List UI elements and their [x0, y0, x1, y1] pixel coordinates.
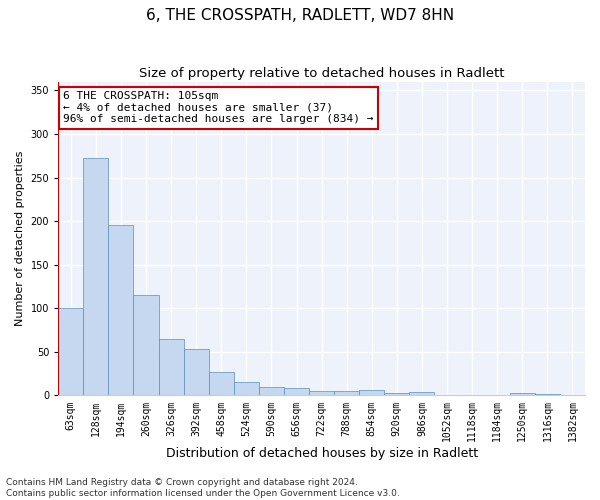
Title: Size of property relative to detached houses in Radlett: Size of property relative to detached ho… [139, 68, 505, 80]
Text: 6, THE CROSSPATH, RADLETT, WD7 8HN: 6, THE CROSSPATH, RADLETT, WD7 8HN [146, 8, 454, 22]
Bar [234, 382, 259, 396]
Bar [535, 394, 560, 396]
Bar [460, 394, 485, 396]
Text: 6 THE CROSSPATH: 105sqm
← 4% of detached houses are smaller (37)
96% of semi-det: 6 THE CROSSPATH: 105sqm ← 4% of detached… [64, 91, 374, 124]
Bar [334, 391, 359, 396]
X-axis label: Distribution of detached houses by size in Radlett: Distribution of detached houses by size … [166, 447, 478, 460]
Bar [158, 339, 184, 396]
Bar [259, 386, 284, 396]
Bar [109, 226, 133, 396]
Bar [385, 393, 409, 396]
Text: Contains HM Land Registry data © Crown copyright and database right 2024.
Contai: Contains HM Land Registry data © Crown c… [6, 478, 400, 498]
Bar [209, 372, 234, 396]
Bar [359, 390, 385, 396]
Y-axis label: Number of detached properties: Number of detached properties [15, 151, 25, 326]
Bar [560, 394, 585, 396]
Bar [309, 391, 334, 396]
Bar [184, 350, 209, 396]
Bar [510, 393, 535, 396]
Bar [58, 308, 83, 396]
Bar [284, 388, 309, 396]
Bar [83, 158, 109, 396]
Bar [434, 394, 460, 396]
Bar [133, 295, 158, 396]
Bar [409, 392, 434, 396]
